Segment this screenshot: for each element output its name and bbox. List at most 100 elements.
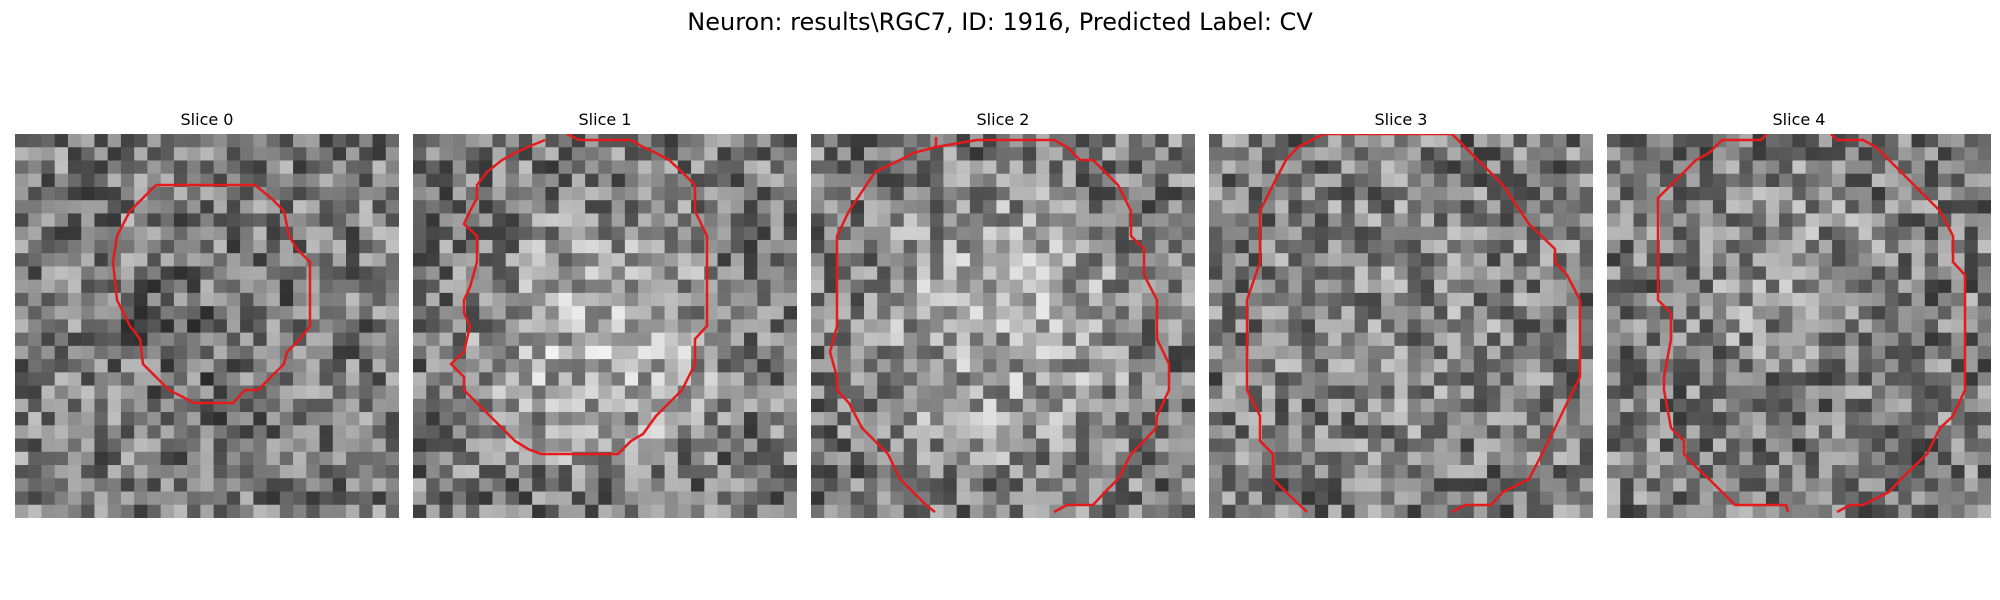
- pixel: [1474, 306, 1488, 320]
- pixel: [1500, 227, 1514, 241]
- pixel: [1753, 174, 1767, 188]
- pixel: [1978, 505, 1991, 518]
- pixel: [227, 213, 241, 227]
- pixel: [1315, 147, 1329, 161]
- pixel: [1408, 306, 1422, 320]
- pixel: [1938, 306, 1952, 320]
- pixel: [1155, 492, 1169, 506]
- pixel: [1328, 134, 1342, 148]
- pixel: [426, 372, 440, 386]
- pixel: [1222, 306, 1236, 320]
- pixel: [917, 306, 931, 320]
- pixel: [1912, 253, 1926, 267]
- pixel: [1898, 372, 1912, 386]
- pixel: [572, 412, 586, 426]
- pixel: [1328, 306, 1342, 320]
- pixel: [1938, 293, 1952, 307]
- pixel: [1978, 306, 1991, 320]
- pixel: [55, 174, 69, 188]
- pixel: [94, 147, 108, 161]
- pixel: [108, 174, 122, 188]
- pixel: [1859, 213, 1873, 227]
- pixel: [1036, 280, 1050, 294]
- pixel: [161, 160, 175, 174]
- pixel: [1182, 425, 1195, 439]
- pixel: [1753, 478, 1767, 492]
- pixel: [253, 306, 267, 320]
- pixel: [757, 425, 771, 439]
- pixel: [413, 333, 427, 347]
- pixel: [1673, 227, 1687, 241]
- pixel: [1487, 266, 1501, 280]
- pixel: [519, 240, 533, 254]
- pixel: [55, 359, 69, 373]
- pixel: [704, 346, 718, 360]
- pixel: [1102, 293, 1116, 307]
- pixel: [532, 147, 546, 161]
- pixel: [1553, 439, 1567, 453]
- pixel: [811, 492, 825, 506]
- pixel: [559, 425, 573, 439]
- pixel: [227, 319, 241, 333]
- pixel: [784, 452, 797, 466]
- pixel: [28, 174, 42, 188]
- pixel: [691, 293, 705, 307]
- pixel: [837, 240, 851, 254]
- pixel: [121, 147, 135, 161]
- pixel: [1222, 227, 1236, 241]
- pixel: [1474, 280, 1488, 294]
- pixel: [545, 293, 559, 307]
- pixel: [161, 200, 175, 214]
- pixel: [1713, 359, 1727, 373]
- pixel: [1368, 319, 1382, 333]
- pixel: [41, 253, 55, 267]
- pixel: [1381, 478, 1395, 492]
- pixel: [253, 333, 267, 347]
- pixel: [598, 412, 612, 426]
- pixel: [1182, 346, 1195, 360]
- pixel: [691, 240, 705, 254]
- pixel: [1912, 200, 1926, 214]
- pixel: [28, 187, 42, 201]
- pixel: [1036, 412, 1050, 426]
- pixel: [731, 359, 745, 373]
- pixel: [267, 147, 281, 161]
- pixel: [1288, 280, 1302, 294]
- pixel: [15, 134, 29, 148]
- pixel: [559, 412, 573, 426]
- pixel: [1753, 306, 1767, 320]
- pixel: [864, 293, 878, 307]
- pixel: [200, 200, 214, 214]
- pixel: [996, 174, 1010, 188]
- pixel: [1222, 134, 1236, 148]
- pixel: [1434, 227, 1448, 241]
- pixel: [1819, 174, 1833, 188]
- pixel: [1302, 200, 1316, 214]
- pixel: [1275, 134, 1289, 148]
- pixel: [1036, 253, 1050, 267]
- pixel: [214, 492, 228, 506]
- pixel: [1845, 439, 1859, 453]
- pixel: [1434, 439, 1448, 453]
- pixel: [1872, 200, 1886, 214]
- pixel: [864, 386, 878, 400]
- pixel: [837, 174, 851, 188]
- pixel: [1155, 134, 1169, 148]
- pixel: [1421, 505, 1435, 518]
- pixel: [638, 306, 652, 320]
- pixel: [1792, 333, 1806, 347]
- pixel: [1633, 187, 1647, 201]
- pixel: [506, 240, 520, 254]
- pixel: [957, 213, 971, 227]
- pixel: [1063, 160, 1077, 174]
- pixel: [214, 346, 228, 360]
- pixel: [359, 478, 373, 492]
- pixel: [81, 333, 95, 347]
- pixel: [1753, 505, 1767, 518]
- pixel: [917, 399, 931, 413]
- pixel: [757, 439, 771, 453]
- pixel: [1341, 266, 1355, 280]
- pixel: [1368, 213, 1382, 227]
- pixel: [1235, 200, 1249, 214]
- pixel: [691, 147, 705, 161]
